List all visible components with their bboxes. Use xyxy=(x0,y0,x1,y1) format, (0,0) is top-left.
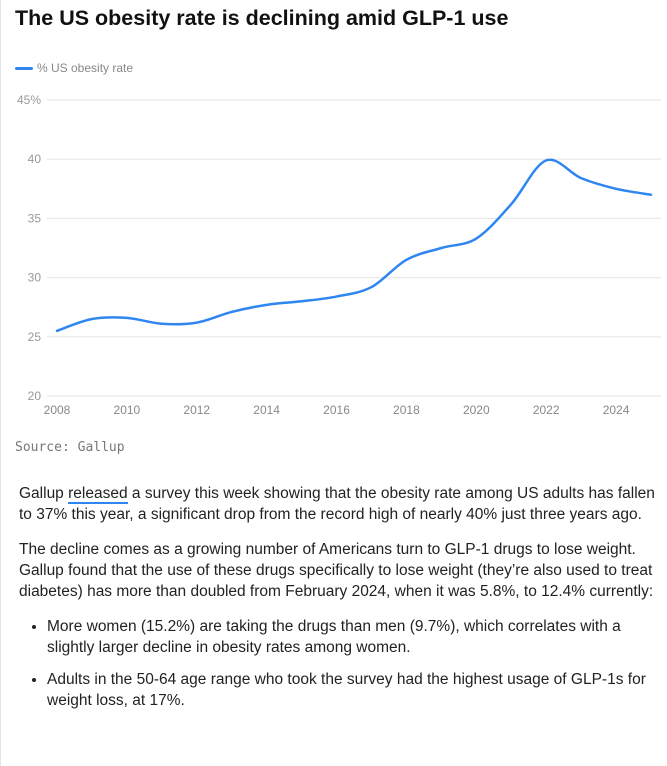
x-tick-label: 2022 xyxy=(533,403,560,417)
chart-source: Source: Gallup xyxy=(15,440,125,455)
chart-title: The US obesity rate is declining amid GL… xyxy=(15,6,509,30)
line-chart: 20 25 30 35 40 45% 2008 2010 2012 2014 2016 2018 202… xyxy=(17,93,661,417)
legend-swatch xyxy=(15,66,33,70)
x-tick-label: 2018 xyxy=(393,403,420,417)
y-tick-label: 35 xyxy=(28,211,42,225)
text: a survey this week showing that the obes… xyxy=(19,485,655,523)
x-tick-label: 2014 xyxy=(253,403,280,417)
article-body: Gallup released a survey this week showi… xyxy=(19,483,659,722)
bullet-list: More women (15.2%) are taking the drugs … xyxy=(19,616,659,711)
y-tick-label: 45% xyxy=(17,93,41,107)
series-line xyxy=(55,158,653,333)
legend-label: % US obesity rate xyxy=(37,61,134,75)
x-tick-label: 2010 xyxy=(114,403,141,417)
released-link[interactable]: released xyxy=(68,485,128,504)
x-tick-label: 2024 xyxy=(603,403,630,417)
y-tick-label: 20 xyxy=(28,389,42,403)
paragraph-2: The decline comes as a growing number of… xyxy=(19,541,654,600)
chart-legend: % US obesity rate xyxy=(15,61,133,75)
list-item: Adults in the 50-64 age range who took t… xyxy=(47,669,659,711)
x-tick-label: 2008 xyxy=(44,403,71,417)
x-tick-label: 2012 xyxy=(183,403,210,417)
x-tick-label: 2016 xyxy=(323,403,350,417)
y-tick-label: 30 xyxy=(28,271,42,285)
y-tick-label: 25 xyxy=(28,330,42,344)
x-tick-label: 2020 xyxy=(463,403,490,417)
paragraph-1: Gallup released a survey this week showi… xyxy=(19,483,659,525)
y-tick-label: 40 xyxy=(28,152,42,166)
list-item: More women (15.2%) are taking the drugs … xyxy=(47,616,659,658)
text: Gallup xyxy=(19,485,69,502)
